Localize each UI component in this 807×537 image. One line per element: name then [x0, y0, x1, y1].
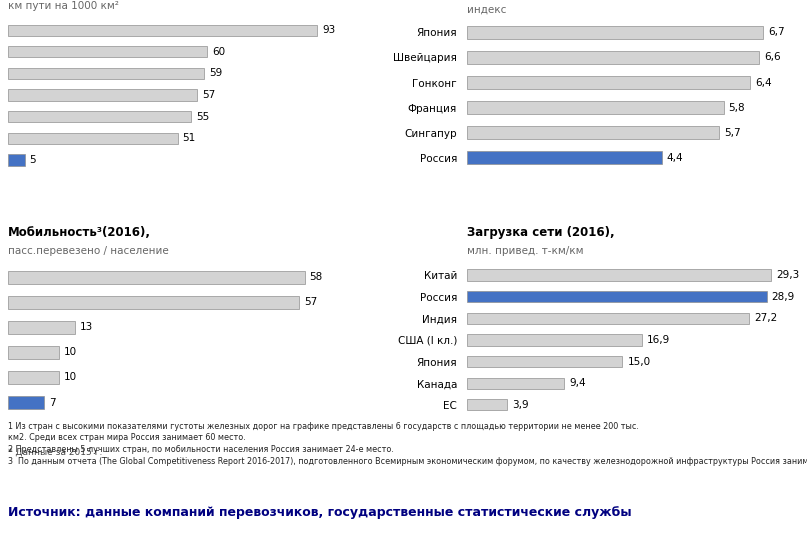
Bar [466, 313, 749, 324]
Text: млн.: млн. [0, 536, 1, 537]
Text: 29,3: 29,3 [0, 536, 1, 537]
Bar [466, 356, 622, 367]
Bar [8, 371, 59, 384]
Bar [466, 76, 751, 89]
Text: 5: 5 [30, 155, 36, 165]
Bar [8, 133, 178, 144]
Bar [8, 346, 59, 359]
Text: 7: 7 [49, 397, 56, 408]
Bar [8, 25, 317, 36]
Text: 4,4: 4,4 [667, 153, 684, 163]
Text: 6,4: 6,4 [755, 77, 771, 88]
Bar [8, 271, 304, 284]
Text: 15,0: 15,0 [627, 357, 650, 367]
Bar [8, 46, 207, 57]
Text: 55: 55 [196, 112, 209, 122]
Text: 29,3: 29,3 [776, 270, 799, 280]
Text: км пути на 1000 км²: км пути на 1000 км² [8, 2, 119, 11]
Text: 27,2: 27,2 [0, 536, 1, 537]
Bar [8, 68, 204, 79]
Text: 6,6: 6,6 [764, 53, 780, 62]
Text: 10: 10 [65, 347, 77, 358]
Bar [466, 270, 771, 281]
Text: 51: 51 [182, 133, 196, 143]
Bar [466, 291, 767, 302]
Text: * Данные за 2015 г.: * Данные за 2015 г. [8, 447, 102, 456]
Text: 13: 13 [80, 322, 93, 332]
Bar [466, 334, 642, 345]
Bar [8, 90, 198, 101]
Text: 9,4: 9,4 [0, 536, 1, 537]
Text: 9,4: 9,4 [569, 378, 586, 388]
Text: 28,9: 28,9 [0, 536, 1, 537]
Bar [466, 26, 763, 39]
Bar [466, 399, 507, 410]
Text: 1 Из стран с высокими показателями густоты железных дорог на графике представлен: 1 Из стран с высокими показателями густо… [8, 422, 807, 466]
Text: млн. привед. т-км/км: млн. привед. т-км/км [0, 536, 1, 537]
Bar [466, 51, 759, 64]
Text: 3,9: 3,9 [0, 536, 1, 537]
Text: Загрузка сети (2016),: Загрузка сети (2016), [0, 536, 1, 537]
Text: пасс.перевезено / население: пасс.перевезено / население [8, 246, 169, 256]
Text: 15,0: 15,0 [0, 536, 1, 537]
Text: 16,9: 16,9 [0, 536, 1, 537]
Text: 5,7: 5,7 [724, 128, 741, 137]
Text: млн. привед. т-км/км: млн. привед. т-км/км [466, 246, 583, 256]
Text: 58: 58 [310, 272, 323, 282]
Bar [466, 378, 564, 389]
Bar [8, 396, 44, 409]
Text: 10: 10 [65, 373, 77, 382]
Bar [466, 126, 719, 139]
Text: 5,8: 5,8 [729, 103, 745, 113]
Text: Источник: данные компаний перевозчиков, государственные статистические службы: Источник: данные компаний перевозчиков, … [8, 506, 632, 519]
Text: 27,2: 27,2 [754, 313, 777, 323]
Bar [466, 101, 724, 114]
Text: 28,9: 28,9 [771, 292, 795, 302]
Text: 93: 93 [322, 25, 336, 35]
Bar [8, 154, 25, 165]
Text: 16,9: 16,9 [647, 335, 671, 345]
Text: Загрузка сети (2016),: Загрузка сети (2016), [466, 226, 614, 239]
Text: 57: 57 [304, 297, 318, 307]
Text: 57: 57 [203, 90, 215, 100]
Bar [466, 151, 662, 164]
Text: млн.: млн. [0, 536, 1, 537]
Bar [8, 296, 299, 309]
Bar [8, 111, 190, 122]
Bar [8, 321, 74, 334]
Text: 6,7: 6,7 [768, 27, 785, 38]
Text: 59: 59 [209, 68, 223, 78]
Text: Мобильность³(2016),: Мобильность³(2016), [8, 226, 151, 239]
Text: индекс: индекс [466, 4, 506, 14]
Text: 60: 60 [212, 47, 225, 57]
Text: 3,9: 3,9 [512, 400, 529, 410]
